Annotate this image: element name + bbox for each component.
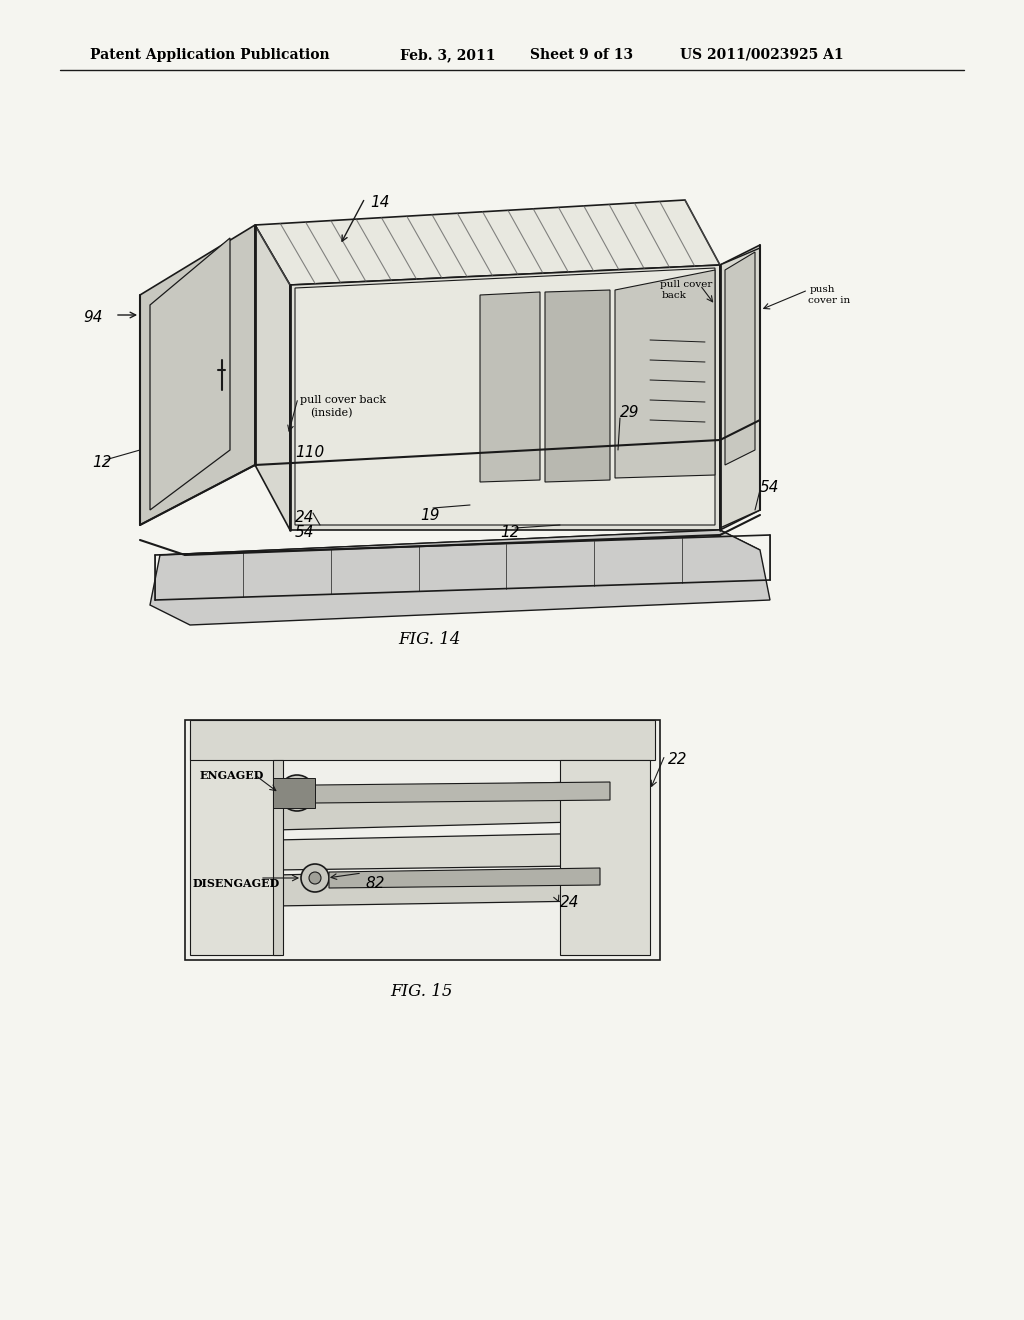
Text: FIG. 14: FIG. 14: [398, 631, 461, 648]
Polygon shape: [720, 248, 760, 528]
Text: DISENGAGED: DISENGAGED: [193, 878, 281, 888]
Polygon shape: [275, 832, 650, 870]
Bar: [185, 719, 660, 960]
Polygon shape: [273, 777, 315, 808]
Text: 12: 12: [92, 455, 112, 470]
Text: US 2011/0023925 A1: US 2011/0023925 A1: [680, 48, 844, 62]
Text: 14: 14: [370, 195, 389, 210]
Text: push: push: [810, 285, 836, 294]
Polygon shape: [160, 531, 760, 576]
Text: pull cover back: pull cover back: [300, 395, 386, 405]
Text: (inside): (inside): [310, 408, 352, 418]
Polygon shape: [290, 265, 720, 531]
Circle shape: [279, 775, 315, 810]
Polygon shape: [255, 201, 720, 285]
Polygon shape: [190, 719, 655, 760]
Polygon shape: [545, 290, 610, 482]
Text: 82: 82: [365, 876, 384, 891]
Text: 12: 12: [500, 525, 519, 540]
Circle shape: [301, 865, 329, 892]
Polygon shape: [273, 760, 283, 954]
Text: 94: 94: [83, 310, 102, 325]
Text: Sheet 9 of 13: Sheet 9 of 13: [530, 48, 633, 62]
Polygon shape: [725, 252, 755, 465]
Text: Feb. 3, 2011: Feb. 3, 2011: [400, 48, 496, 62]
Polygon shape: [150, 238, 230, 510]
Text: 19: 19: [420, 508, 439, 523]
Text: 22: 22: [668, 752, 687, 767]
Text: 54: 54: [760, 480, 779, 495]
Text: ENGAGED: ENGAGED: [200, 770, 264, 781]
Polygon shape: [275, 867, 650, 906]
Text: 29: 29: [620, 405, 640, 420]
Polygon shape: [315, 781, 610, 803]
Circle shape: [309, 873, 321, 884]
Text: FIG. 15: FIG. 15: [391, 983, 454, 1001]
Text: pull cover: pull cover: [660, 280, 713, 289]
Text: 110: 110: [295, 445, 325, 459]
Text: 24: 24: [295, 510, 314, 525]
Text: 24: 24: [560, 895, 580, 909]
Polygon shape: [720, 246, 760, 531]
Polygon shape: [190, 741, 280, 954]
Polygon shape: [150, 531, 770, 624]
Circle shape: [289, 785, 305, 801]
Polygon shape: [615, 271, 715, 478]
Polygon shape: [329, 869, 600, 888]
Polygon shape: [560, 760, 650, 954]
Polygon shape: [255, 224, 290, 531]
Polygon shape: [480, 292, 540, 482]
Polygon shape: [275, 780, 650, 830]
Text: cover in: cover in: [808, 296, 850, 305]
Text: 54: 54: [295, 525, 314, 540]
Polygon shape: [295, 268, 715, 525]
Polygon shape: [140, 224, 255, 525]
Text: Patent Application Publication: Patent Application Publication: [90, 48, 330, 62]
Text: back: back: [662, 290, 687, 300]
